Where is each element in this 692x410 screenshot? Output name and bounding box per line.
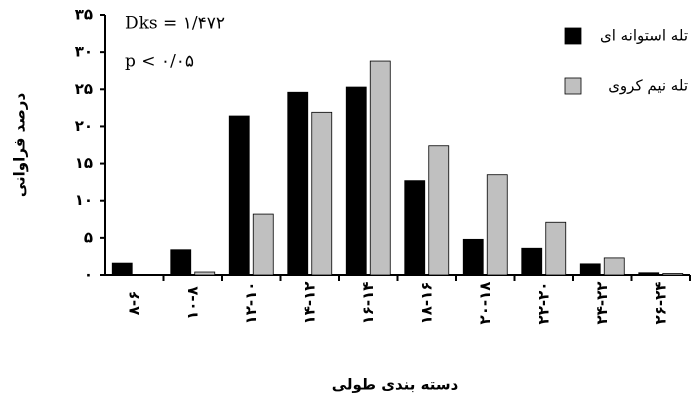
y-tick-label: ۰ [84,266,93,284]
bar [228,115,250,276]
bar [345,86,367,276]
bar [428,145,450,276]
x-tick-label: ۲۲-۲۰ [534,282,552,325]
x-tick-label: ۸-۶ [125,291,143,316]
y-tick-label: ۲۵ [75,80,93,98]
bar [194,271,216,276]
bar [287,91,309,276]
y-tick-label: ۱۰ [75,191,93,209]
legend-label: تله استوانه ای [600,27,688,45]
y-tick-label: ۳۵ [75,6,93,24]
bar [404,180,426,276]
bar [521,247,543,276]
bar [662,273,684,276]
y-tick-label: ۱۵ [75,154,93,172]
legend-swatch [564,77,582,95]
x-tick-label: ۱۶-۱۴ [359,282,377,325]
annotation: Dks = ۱/۴۷۲ [125,14,225,34]
x-tick-label: ۲۶-۲۴ [651,282,669,325]
bar [603,257,625,276]
x-tick-label: ۱۲-۱۰ [242,282,260,325]
x-tick-label: ۲۴-۲۲ [593,282,611,325]
y-tick-label: ۳۰ [75,43,93,61]
bar [462,238,484,276]
y-tick-label: ۲۰ [75,117,93,135]
legend-label: تله نیم کروی [608,77,688,95]
y-tick-label: ۵ [84,228,93,246]
bar [170,249,192,276]
bar [638,272,660,276]
x-tick-label: ۱۸-۱۶ [417,282,435,325]
annotation: p < ۰/۰۵ [125,52,194,72]
bar [486,174,508,276]
bar [252,213,274,276]
y-axis-label: درصد فراوانی [11,93,29,198]
bar [311,111,333,276]
bar [369,60,391,276]
bar [111,262,133,276]
x-axis-label: دسته بندی طولی [332,376,459,394]
x-tick-label: ۱۴-۱۲ [300,282,318,325]
x-tick-label: ۲۰-۱۸ [476,282,494,325]
bar [545,221,567,276]
x-tick-label: ۱۰-۸ [183,286,201,320]
bar [579,263,601,276]
legend-swatch [564,27,582,45]
